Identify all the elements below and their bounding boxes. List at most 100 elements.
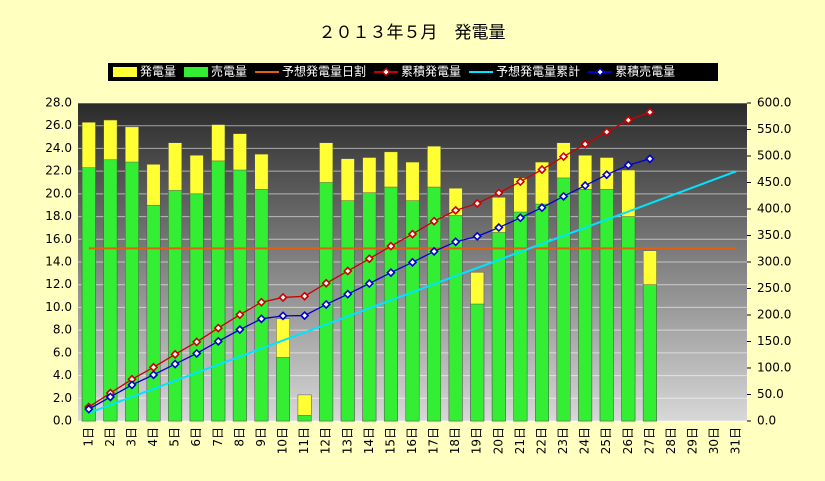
line: [88, 170, 737, 414]
y-tick-label: 16.0: [45, 232, 72, 246]
marker: [623, 160, 633, 170]
marker: [407, 257, 418, 267]
bar: [340, 200, 355, 422]
legend-label: 累積売電量: [615, 64, 675, 79]
x-tick-label: 26日: [621, 427, 635, 454]
marker: [515, 213, 526, 223]
marker: [386, 267, 396, 278]
y-tick-label: 22.0: [45, 164, 72, 178]
marker: [558, 191, 569, 201]
bar: [513, 211, 528, 422]
x-tick-label: 23日: [556, 427, 570, 454]
legend-swatch: [113, 67, 137, 77]
bar: [276, 357, 290, 422]
marker: [299, 310, 310, 321]
bar: [103, 159, 118, 422]
bar: [578, 189, 593, 422]
marker: [105, 392, 116, 402]
y2-tick-label: 450.0: [757, 175, 791, 189]
bar: [491, 232, 506, 422]
y-tick-label: 0.0: [53, 414, 72, 428]
x-tick-label: 4日: [146, 427, 160, 447]
y2-tick-label: 600.0: [757, 96, 791, 110]
bar: [81, 167, 96, 422]
y2-tick-label: 350.0: [757, 228, 791, 242]
x-tick-label: 15日: [383, 427, 397, 454]
marker: [429, 246, 439, 257]
marker: [343, 289, 353, 299]
y-tick-label: 28.0: [45, 96, 72, 110]
marker: [472, 231, 482, 241]
legend-items: 発電量 売電量 予想発電量日割 累積発電量 予想発電量累計 累積売電量: [113, 64, 675, 79]
bar: [556, 177, 571, 422]
y-tick-label: 14.0: [45, 255, 72, 269]
y-tick-label: 6.0: [53, 345, 72, 359]
marker: [602, 127, 612, 137]
y-tick-label: 10.0: [45, 300, 72, 314]
marker: [84, 404, 94, 414]
x-tick-label: 9日: [254, 427, 268, 447]
legend-marker: [595, 67, 605, 77]
marker: [256, 297, 267, 307]
x-tick-label: 20日: [491, 427, 505, 454]
x-tick-label: 10日: [276, 427, 290, 454]
bar: [232, 169, 247, 422]
bar: [297, 415, 312, 422]
x-tick-label: 30日: [707, 427, 721, 454]
legend: [108, 63, 718, 81]
marker: [537, 203, 547, 213]
marker: [602, 170, 612, 180]
marker: [213, 323, 223, 333]
bar: [383, 186, 398, 422]
marker: [364, 278, 374, 289]
marker: [580, 180, 590, 191]
marker: [170, 349, 180, 359]
marker: [386, 241, 396, 251]
marker: [364, 254, 374, 264]
legend-marker: [381, 67, 391, 77]
marker: [494, 188, 504, 198]
marker: [235, 310, 245, 320]
y2-tick-label: 100.0: [757, 361, 791, 375]
x-tick-label: 24日: [578, 427, 592, 454]
bar: [362, 192, 377, 422]
chart-title: ２０１３年５月 発電量: [319, 23, 506, 43]
bar: [448, 215, 463, 422]
x-tick-label: 25日: [599, 427, 613, 454]
y-tick-label: 26.0: [45, 118, 72, 132]
marker: [515, 177, 526, 187]
legend-swatch: [184, 67, 209, 77]
marker: [192, 337, 202, 347]
legend-label: 予想発電量累計: [496, 64, 580, 79]
marker: [494, 222, 504, 233]
bar: [642, 284, 657, 422]
x-tick-label: 2日: [103, 427, 117, 447]
marker: [213, 336, 223, 346]
marker: [299, 291, 310, 301]
legend-label: 累積発電量: [401, 64, 461, 79]
marker: [321, 278, 331, 288]
bar: [470, 303, 485, 422]
legend-label: 発電量: [140, 65, 176, 79]
x-tick-label: 12日: [319, 427, 333, 454]
y2-tick-label: 250.0: [757, 281, 791, 295]
y-tick-label: 18.0: [45, 209, 72, 223]
x-tick-label: 8日: [232, 427, 246, 447]
y-tick-label: 24.0: [45, 141, 72, 155]
y2-tick-label: 300.0: [757, 255, 791, 269]
bar: [427, 186, 442, 422]
marker: [148, 370, 159, 380]
x-tick-label: 16日: [405, 427, 419, 454]
x-tick-label: 6日: [189, 427, 203, 447]
y-tick-label: 2.0: [53, 391, 72, 405]
marker: [645, 154, 655, 164]
bar: [621, 216, 636, 422]
marker: [321, 299, 331, 310]
x-tick-label: 31日: [729, 427, 743, 454]
x-tick-label: 22日: [534, 427, 548, 454]
marker: [451, 205, 461, 216]
marker: [278, 311, 288, 321]
bar: [189, 193, 204, 422]
marker: [645, 107, 655, 117]
